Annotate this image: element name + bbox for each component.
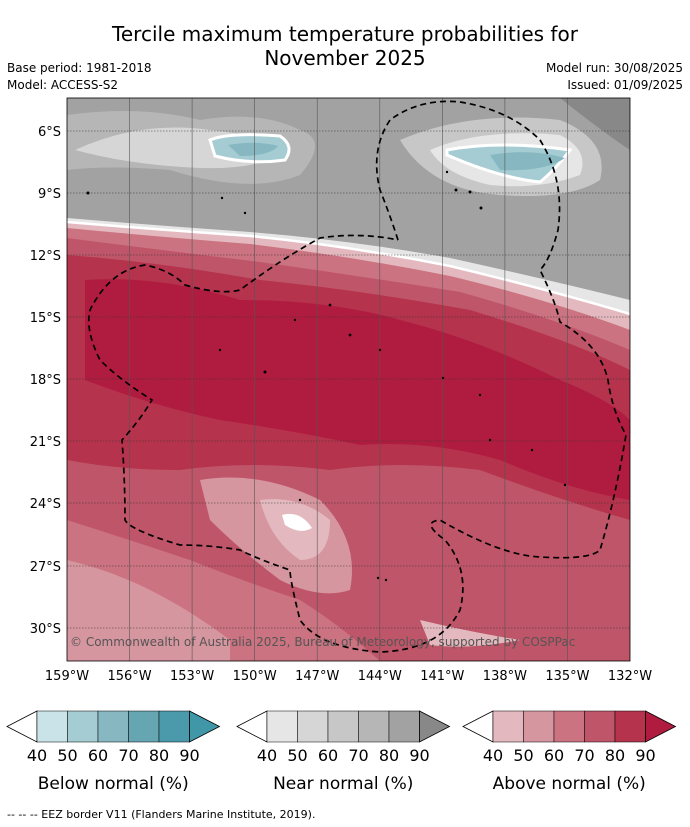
lon-label: 147°W	[295, 669, 339, 684]
colorbar-tick: 50	[57, 746, 77, 765]
lat-label: 24°S	[30, 497, 61, 512]
colorbars: 40 50 60 70 80 90 Below normal (%) 40 50 60 70 80 90…	[6, 710, 677, 794]
lon-label: 132°W	[608, 669, 652, 684]
lat-label: 30°S	[30, 622, 61, 637]
colorbar-tick: 80	[605, 746, 625, 765]
above-normal-40-southeast	[420, 620, 520, 647]
colorbar-segment	[492, 710, 524, 743]
lat-label: 15°S	[30, 311, 61, 326]
lon-label: 150°W	[233, 669, 277, 684]
above-normal-50-southwest	[67, 560, 230, 661]
lon-label: 144°W	[358, 669, 402, 684]
longitude-axis: 159°W 156°W 153°W 150°W 147°W 144°W 141°W 138°W…	[45, 669, 652, 684]
lon-label: 135°W	[545, 669, 589, 684]
colorbar-segment	[67, 710, 99, 743]
above-normal-90	[85, 279, 630, 500]
colorbar-segment	[128, 710, 160, 743]
lon-label: 159°W	[45, 669, 89, 684]
colorbar-segment	[523, 710, 555, 743]
lon-label: 153°W	[170, 669, 214, 684]
colorbar-label: Below normal (%)	[38, 774, 189, 794]
colorbar-segment	[97, 710, 129, 743]
near-normal-90-patch	[560, 98, 630, 150]
eez-borders	[87, 100, 627, 653]
colorbar-0: 40 50 60 70 80 90 Below normal (%)	[6, 710, 221, 794]
lat-label: 6°S	[38, 125, 61, 140]
colorbar-tick: 70	[118, 746, 138, 765]
lon-label: 138°W	[483, 669, 527, 684]
colorbar-2: 40 50 60 70 80 90 Above normal (%)	[462, 710, 677, 794]
colorbar-tick: 80	[379, 746, 399, 765]
lon-label: 156°W	[107, 669, 151, 684]
colorbar-tick: 60	[318, 746, 338, 765]
lat-label: 27°S	[30, 560, 61, 575]
map-plot-area: © Commonwealth of Australia 2025, Bureau…	[67, 98, 630, 661]
below-40-south-patch	[282, 513, 312, 531]
colorbar-tick: 90	[409, 746, 429, 765]
colorbar-segment	[358, 710, 390, 743]
colorbar-tick: 50	[287, 746, 307, 765]
colorbar-max-extend	[189, 710, 221, 743]
model-name: Model: ACCESS-S2	[7, 78, 119, 92]
map-title: Tercile maximum temperature probabilitie…	[0, 22, 690, 70]
map-figure: © Commonwealth of Australia 2025, Bureau…	[6, 97, 677, 794]
colorbar-segment	[36, 710, 68, 743]
colorbar-segment	[584, 710, 616, 743]
colorbar-tick: 40	[483, 746, 503, 765]
below-normal-core-east	[490, 152, 565, 171]
colorbar-tick: 40	[257, 746, 277, 765]
colorbar-segment	[327, 710, 359, 743]
colorbar-segment	[158, 710, 190, 743]
lat-label: 18°S	[30, 373, 61, 388]
colorbar-max-extend	[645, 710, 677, 743]
colorbar-tick: 90	[179, 746, 199, 765]
latitude-gridlines	[67, 130, 630, 629]
colorbar-segment	[297, 710, 329, 743]
tercile-boundary-contour	[67, 220, 630, 316]
copyright-notice: © Commonwealth of Australia 2025, Bureau…	[70, 635, 575, 649]
meta-left: Base period: 1981-2018 Model: ACCESS-S2	[7, 60, 152, 94]
latitude-axis: 6°S 9°S 12°S 15°S 18°S 21°S 24°S 27°S 30°S	[30, 125, 61, 637]
map-frame	[66, 97, 631, 662]
colorbar-segment	[266, 710, 298, 743]
colorbar-tick: 70	[348, 746, 368, 765]
lat-label: 9°S	[38, 187, 61, 202]
islands	[86, 170, 567, 582]
title-line-2: November 2025	[264, 46, 426, 70]
colorbar-tick: 90	[635, 746, 655, 765]
colorbar-1: 40 50 60 70 80 90 Near normal (%)	[236, 710, 451, 794]
colorbar-min-extend	[236, 710, 268, 743]
colorbar-max-extend	[419, 710, 451, 743]
colorbar-label: Near normal (%)	[273, 774, 413, 794]
eez-legend-footer: -- -- -- EEZ border V11 (Flanders Marine…	[7, 808, 316, 821]
colorbar-tick: 40	[27, 746, 47, 765]
colorbar-tick: 80	[149, 746, 169, 765]
lat-label: 12°S	[30, 249, 61, 264]
model-run: Model run: 30/08/2025	[545, 61, 683, 75]
colorbar-tick: 60	[88, 746, 108, 765]
colorbar-segment	[614, 710, 646, 743]
base-period: Base period: 1981-2018	[7, 61, 152, 75]
issued-date: Issued: 01/09/2025	[567, 78, 683, 92]
colorbar-label: Above normal (%)	[493, 774, 646, 794]
colorbar-min-extend	[462, 710, 494, 743]
meta-right: Model run: 30/08/2025 Issued: 01/09/2025	[546, 60, 683, 94]
lon-label: 141°W	[420, 669, 464, 684]
below-normal-core-west	[228, 142, 278, 156]
colorbar-tick: 70	[574, 746, 594, 765]
colorbar-tick: 50	[513, 746, 533, 765]
colorbar-min-extend	[6, 710, 38, 743]
colorbar-segment	[553, 710, 585, 743]
colorbar-tick: 60	[544, 746, 564, 765]
title-line-1: Tercile maximum temperature probabilitie…	[112, 22, 578, 46]
lat-label: 21°S	[30, 435, 61, 450]
colorbar-segment	[388, 710, 420, 743]
longitude-gridlines	[129, 98, 568, 661]
